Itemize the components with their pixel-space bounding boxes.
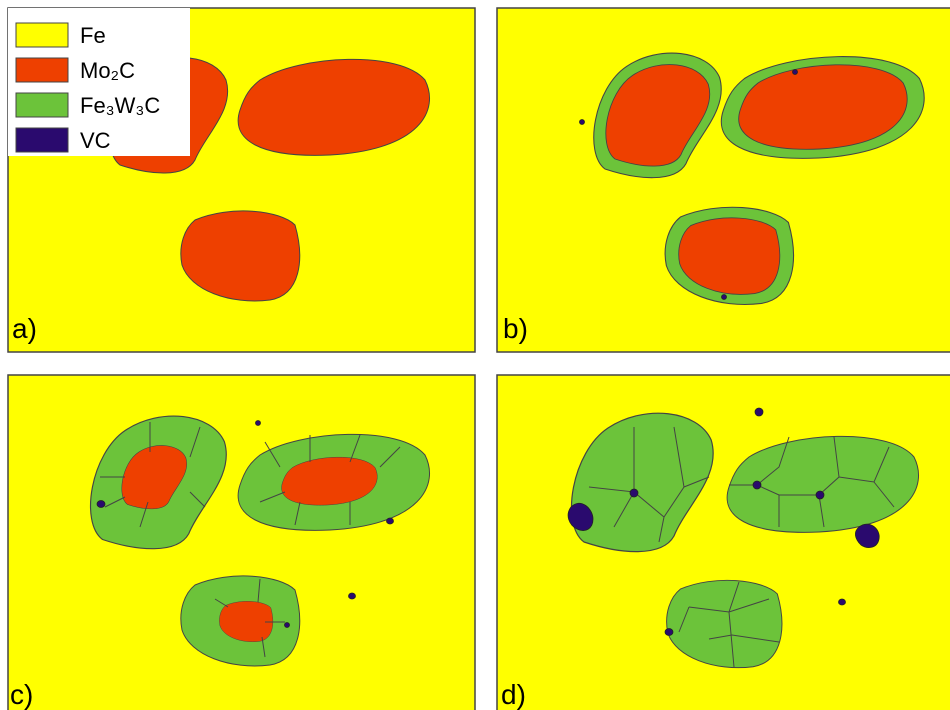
vc-particle bbox=[285, 623, 290, 628]
vc-particle bbox=[387, 518, 394, 524]
legend-label: Mo₂C bbox=[80, 58, 135, 83]
vc-particle bbox=[816, 491, 824, 499]
vc-particle bbox=[349, 593, 356, 599]
vc-particle bbox=[753, 481, 761, 489]
vc-particle bbox=[793, 70, 798, 75]
legend: Fe Mo₂C Fe₃W₃C VC bbox=[8, 8, 190, 156]
panel-label: d) bbox=[501, 679, 526, 710]
panel-label: b) bbox=[503, 313, 528, 344]
legend-label: Fe₃W₃C bbox=[80, 93, 160, 118]
figure: a) b) c) bbox=[0, 0, 950, 710]
legend-swatch bbox=[16, 23, 68, 47]
vc-particle bbox=[630, 489, 638, 497]
vc-particle bbox=[256, 421, 261, 426]
legend-label: Fe bbox=[80, 23, 106, 48]
vc-particle bbox=[755, 408, 763, 416]
vc-particle bbox=[97, 501, 105, 508]
vc-particle bbox=[580, 120, 585, 125]
vc-particle bbox=[839, 599, 846, 605]
panel-d: d) bbox=[497, 375, 950, 710]
panel-label: a) bbox=[12, 313, 37, 344]
panel-label: c) bbox=[10, 679, 33, 710]
panel-c: c) bbox=[8, 375, 475, 710]
legend-swatch bbox=[16, 58, 68, 82]
panel-b: b) bbox=[497, 8, 950, 352]
vc-particle bbox=[665, 629, 673, 636]
vc-particle bbox=[722, 295, 727, 300]
legend-label: VC bbox=[80, 128, 111, 153]
legend-swatch bbox=[16, 128, 68, 152]
legend-swatch bbox=[16, 93, 68, 117]
